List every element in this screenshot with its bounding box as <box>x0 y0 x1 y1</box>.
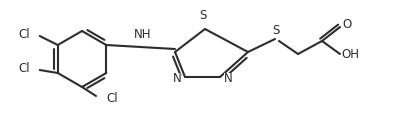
Text: S: S <box>199 9 207 22</box>
Text: NH: NH <box>134 29 151 42</box>
Text: OH: OH <box>341 48 359 60</box>
Text: Cl: Cl <box>18 62 30 75</box>
Text: O: O <box>342 18 352 31</box>
Text: Cl: Cl <box>106 91 118 104</box>
Text: S: S <box>272 24 280 38</box>
Text: N: N <box>173 73 181 86</box>
Text: N: N <box>224 73 232 86</box>
Text: Cl: Cl <box>18 27 30 40</box>
